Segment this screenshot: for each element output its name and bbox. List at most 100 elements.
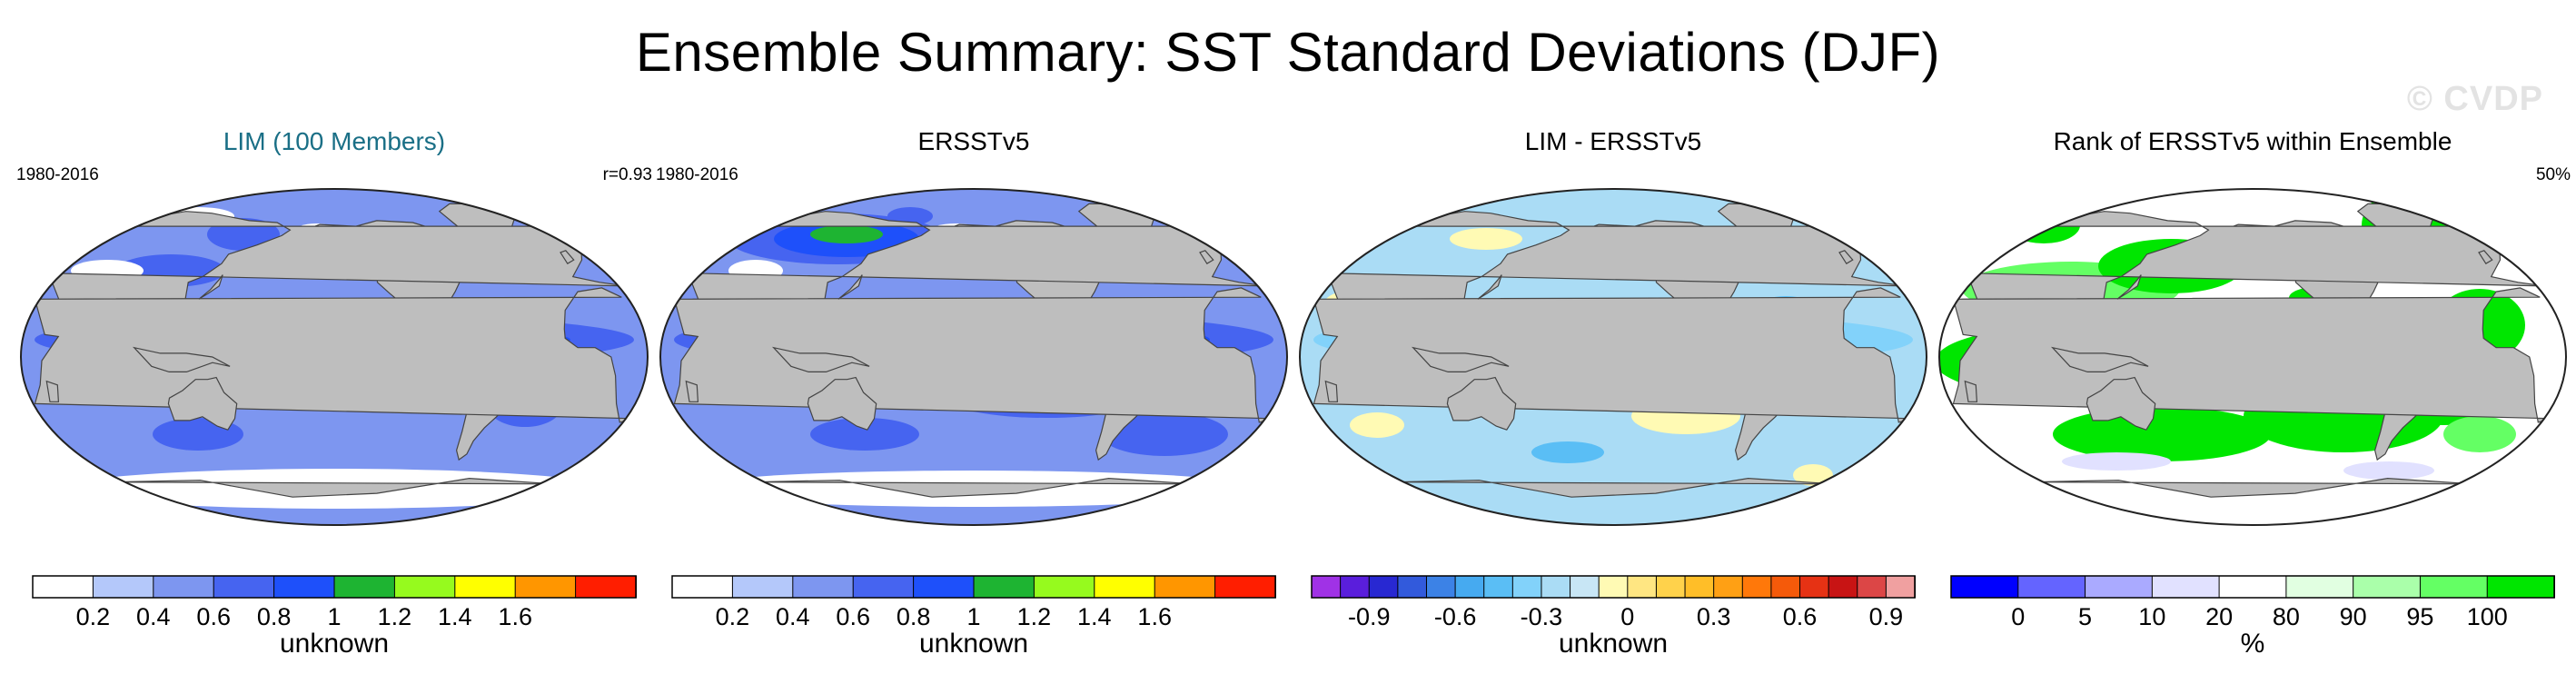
- colorbar-tick-label: 1.4: [438, 603, 472, 630]
- colorbar-swatch: [2285, 575, 2354, 599]
- colorbar-tick-label: 10: [2138, 603, 2165, 630]
- colorbar-tick-label: 1.2: [1017, 603, 1052, 630]
- figure-title: Ensemble Summary: SST Standard Deviation…: [635, 22, 1941, 83]
- panel-lim: LIM (100 Members) 1980-2016 r=0.93 0.2 0.…: [16, 0, 652, 684]
- colorbar-swatch: [153, 575, 215, 599]
- colorbar-ersst: 0.2 0.4 0.6 0.8 1 1.2 1.4 1.6 unknown: [671, 575, 1276, 659]
- colorbar-outline: [671, 575, 1276, 599]
- land-uk: [1199, 250, 1214, 265]
- colorbar-axis-label: unknown: [1559, 629, 1668, 659]
- colorbar-tick-label: 20: [2205, 603, 2233, 630]
- land-indonesia: [771, 346, 870, 372]
- map-difference: [1299, 188, 1927, 526]
- colorbar-tick-label: 1.6: [1137, 603, 1172, 630]
- rank-percent-label: 50%: [2535, 165, 2571, 184]
- land-australia: [807, 376, 877, 431]
- colorbar-tick-label: 0.4: [136, 603, 171, 630]
- colorbar-tick-label: 0.6: [836, 603, 870, 630]
- colorbar-swatch: [852, 575, 915, 599]
- colorbar-swatch: [2218, 575, 2287, 599]
- colorbar-swatch: [1094, 575, 1156, 599]
- colorbar-swatch: [273, 575, 336, 599]
- colorbar-tick-label: 0.6: [196, 603, 231, 630]
- colorbar-swatch: [1368, 575, 1399, 599]
- field-region: [2053, 407, 2271, 461]
- colorbar-tick-label: 1.4: [1077, 603, 1112, 630]
- colorbar-swatch: [1511, 575, 1542, 599]
- colorbar-tick-label: 5: [2078, 603, 2092, 630]
- colorbar-axis-label: %: [2241, 629, 2265, 659]
- colorbar-tick-label: 100: [2467, 603, 2508, 630]
- colorbar-tick-label: 0.4: [776, 603, 810, 630]
- colorbar-swatch: [1570, 575, 1600, 599]
- panel-title: Rank of ERSSTv5 within Ensemble: [2053, 127, 2452, 155]
- colorbar-tick-label: 0.3: [1697, 603, 1731, 630]
- colorbar-swatch: [1397, 575, 1428, 599]
- colorbar-swatch: [333, 575, 396, 599]
- colorbar-swatch: [32, 575, 94, 599]
- land-japan: [837, 274, 863, 300]
- panel-title: ERSSTv5: [917, 127, 1030, 155]
- land-africa: [32, 287, 635, 423]
- colorbar-tick-label: 90: [2340, 603, 2367, 630]
- colorbar-swatch: [1483, 575, 1514, 599]
- colorbar-swatch: [1885, 575, 1917, 599]
- land-indonesia: [1411, 346, 1510, 372]
- colorbar-swatch: [213, 575, 275, 599]
- field-region: [1531, 441, 1604, 463]
- colorbar-lim: 0.2 0.4 0.6 0.8 1 1.2 1.4 1.6 unknown: [32, 575, 637, 659]
- colorbar-tick-label: 0.2: [76, 603, 111, 630]
- colorbar-tick-label: 0: [1620, 603, 1634, 630]
- colorbar-tick-label: -0.6: [1434, 603, 1477, 630]
- colorbar-tick-label: 0.8: [897, 603, 931, 630]
- land-madagascar: [45, 380, 60, 402]
- colorbar-swatch: [1950, 575, 2019, 599]
- land-japan: [198, 274, 223, 300]
- colorbar-tick-label: -0.3: [1521, 603, 1563, 630]
- colorbar-swatch: [731, 575, 794, 599]
- land-australia: [2086, 376, 2156, 431]
- colorbar-outline: [1950, 575, 2555, 599]
- colorbar-swatch: [2353, 575, 2422, 599]
- cvdp-watermark: © CVDP: [2406, 80, 2543, 118]
- colorbar-swatch: [1033, 575, 1095, 599]
- colorbar-tick-label: 0: [2011, 603, 2025, 630]
- field-region: [1350, 412, 1404, 438]
- land-australia: [167, 376, 238, 431]
- colorbar-axis-label: unknown: [919, 629, 1028, 659]
- field-region: [2062, 452, 2171, 471]
- colorbar-swatch: [2085, 575, 2154, 599]
- map-ersst: [659, 188, 1288, 526]
- colorbar-swatch: [1425, 575, 1457, 599]
- colorbar-swatch: [671, 575, 734, 599]
- colorbar-swatch: [1655, 575, 1687, 599]
- colorbar-outline: [1311, 575, 1916, 599]
- land-indonesia: [2050, 346, 2149, 372]
- land-japan: [1477, 274, 1502, 300]
- colorbar-swatch: [1340, 575, 1371, 599]
- map-field: [660, 189, 1287, 525]
- map-rank: [1938, 188, 2567, 526]
- panel-rank: Rank of ERSSTv5 within Ensemble 50% 0 5 10…: [1935, 0, 2571, 684]
- colorbar-swatch: [1770, 575, 1801, 599]
- land-uk: [1838, 250, 1854, 265]
- colorbar-tick-label: 1: [966, 603, 980, 630]
- colorbar-tick-label: 1: [327, 603, 341, 630]
- colorbar-swatch: [575, 575, 637, 599]
- colorbar-axis-label: unknown: [280, 629, 389, 659]
- colorbar-swatch: [1154, 575, 1216, 599]
- colorbar-tick-label: 1.2: [378, 603, 412, 630]
- colorbar-rank: 0 5 10 20 80 90 95 100%: [1950, 575, 2556, 659]
- land-madagascar: [1964, 380, 1978, 402]
- panel-title: LIM (100 Members): [223, 127, 446, 155]
- map-field: [21, 189, 648, 525]
- colorbar-swatch: [92, 575, 154, 599]
- map-lim: [20, 188, 649, 526]
- colorbar-swatch: [1598, 575, 1629, 599]
- colorbar-swatch: [1214, 575, 1276, 599]
- colorbar-swatch: [913, 575, 976, 599]
- period-label: 1980-2016: [656, 165, 738, 184]
- land-africa: [671, 287, 1274, 423]
- colorbar-swatch: [1828, 575, 1858, 599]
- colorbar-tick-label: 0.6: [1783, 603, 1818, 630]
